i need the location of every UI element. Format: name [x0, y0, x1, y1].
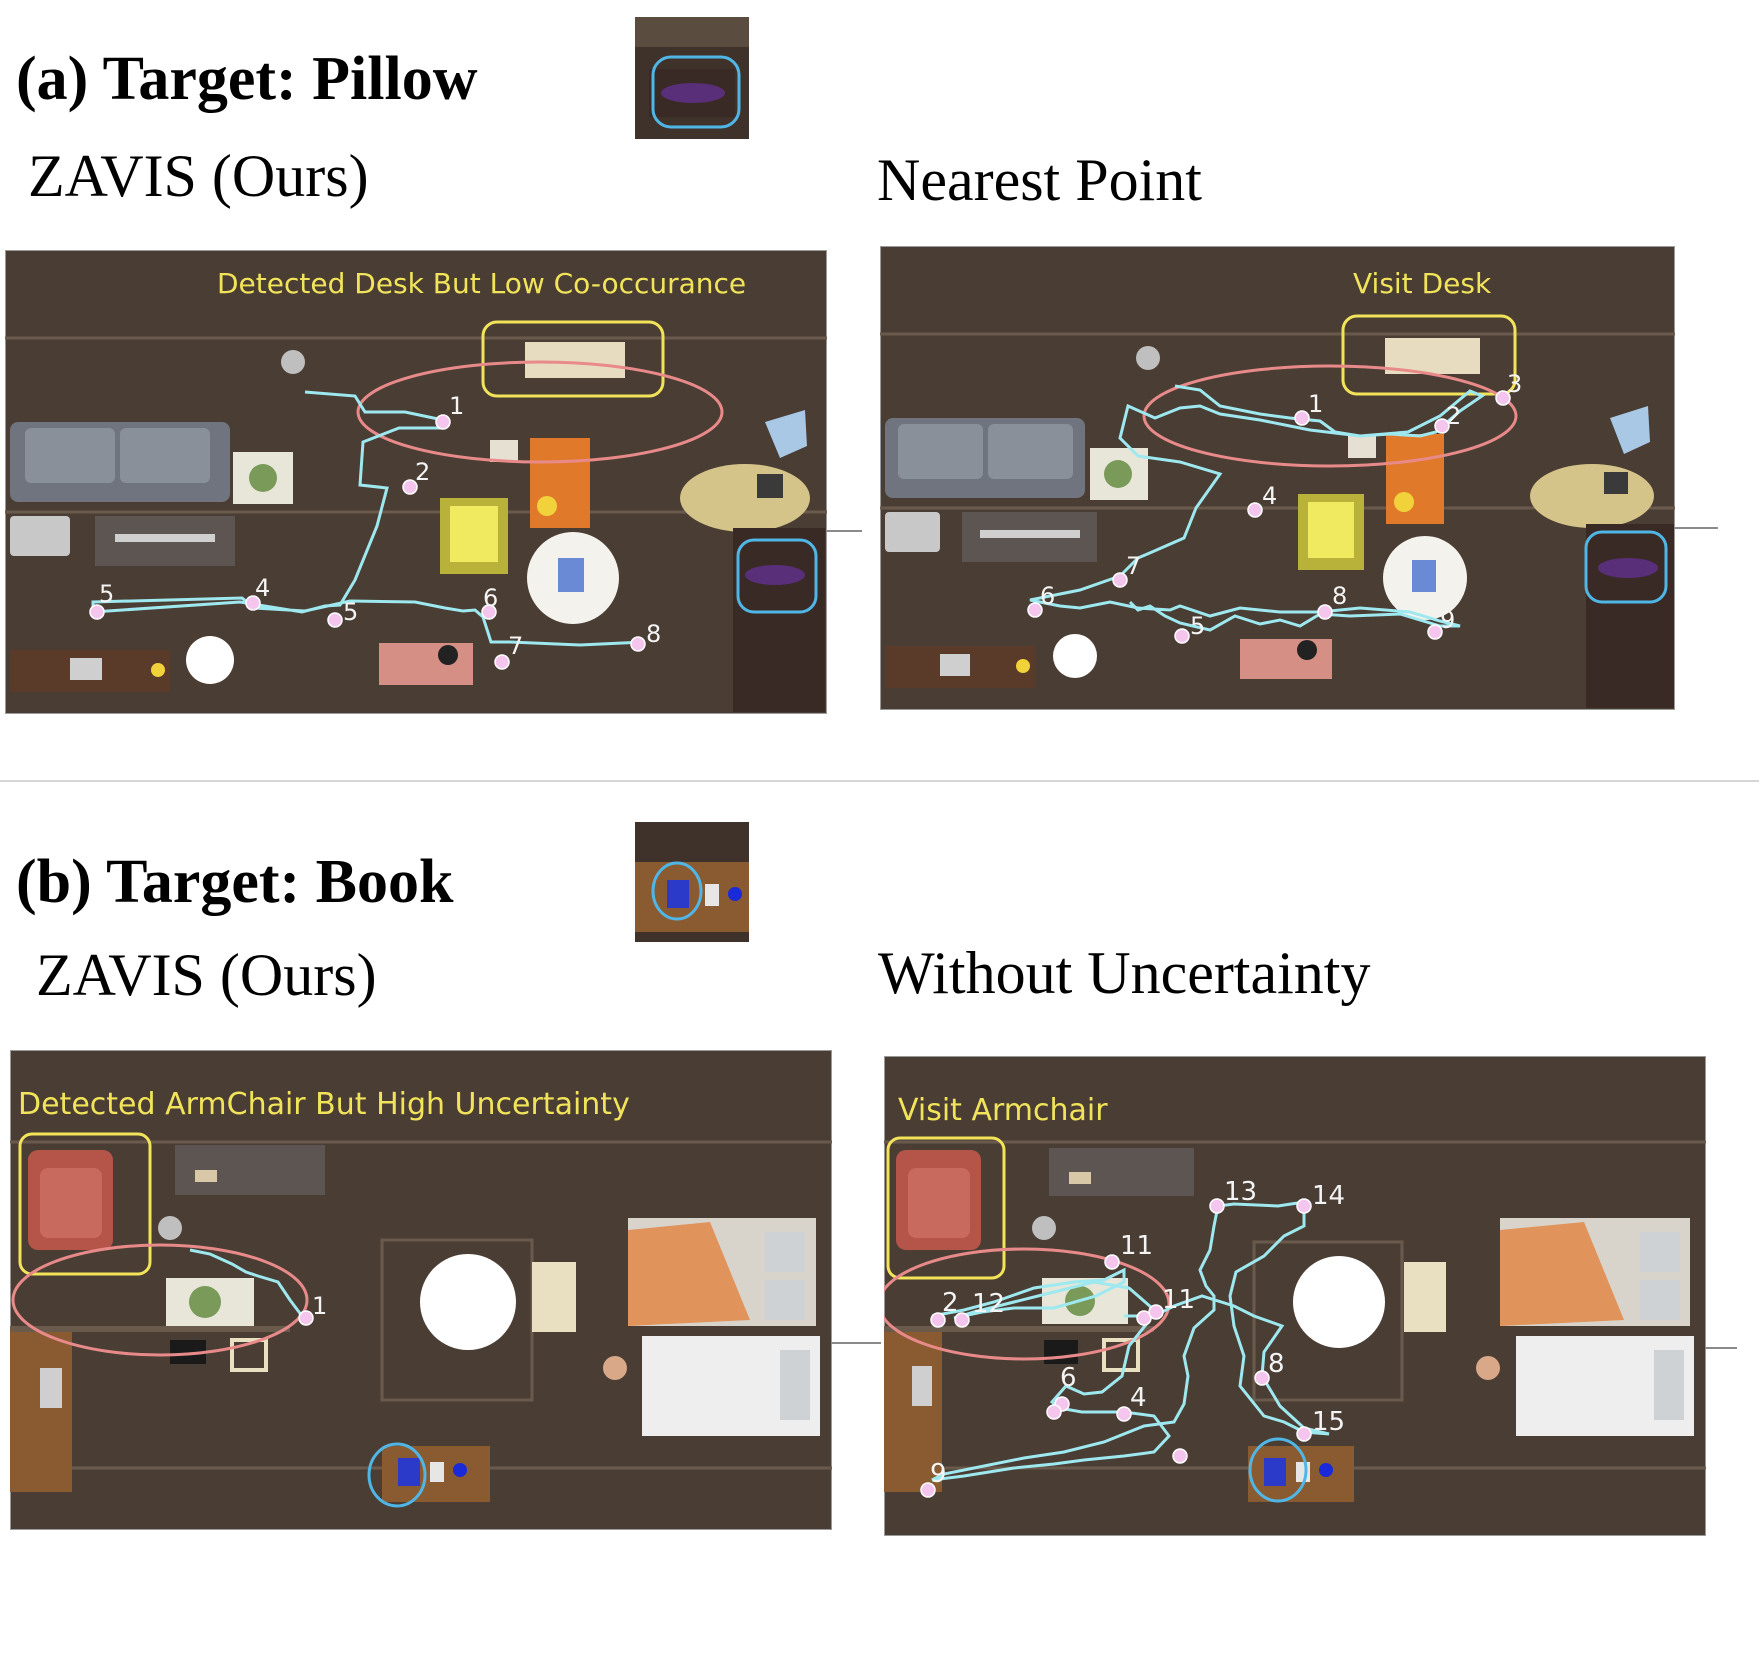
panel-connector-line	[1705, 1347, 1737, 1349]
waypoint-label: 7	[508, 632, 523, 660]
waypoint-label: 6	[483, 584, 498, 612]
waypoint-label: 5	[1190, 612, 1205, 640]
waypoint-label: 1	[312, 1292, 327, 1320]
waypoint-label: 6	[1060, 1363, 1077, 1393]
panel-connector-line	[1674, 527, 1718, 529]
waypoint-label: 7	[1126, 552, 1141, 580]
waypoint-label: 1	[1308, 390, 1323, 418]
waypoint-label: 5	[343, 598, 358, 626]
figure-b-left-method-label: ZAVIS (Ours)	[36, 942, 377, 1008]
waypoint-label: 8	[1332, 582, 1347, 610]
book-target-thumbnail	[635, 822, 749, 942]
figure-divider	[0, 780, 1759, 782]
waypoint-label: 11	[1120, 1231, 1153, 1261]
figure-b-right-trajectory-panel: 2 11 11 12 4 6 8 9 13 14 15 Visit Armcha…	[884, 1056, 1706, 1536]
figure-a-right-method-label: Nearest Point	[877, 147, 1202, 213]
panel-connector-line	[831, 1342, 881, 1344]
figure-a-left-trajectory-panel: 1 2 4 5 5 6 7 8 Detected Desk But Low Co…	[5, 250, 827, 714]
figure-b-title: (b) Target: Book	[16, 848, 454, 916]
panel-connector-line	[826, 530, 862, 532]
figure-b-left-trajectory-panel: 1 Detected ArmChair But High Uncertainty	[10, 1050, 832, 1530]
annotation-text: Detected ArmChair But High Uncertainty	[18, 1087, 630, 1122]
figure-a-left-method-label: ZAVIS (Ours)	[28, 143, 369, 209]
waypoint-label: 12	[972, 1289, 1005, 1319]
waypoint-label: 8	[1268, 1349, 1285, 1379]
waypoint-label: 9	[930, 1459, 947, 1489]
waypoint-label: 2	[942, 1288, 959, 1318]
waypoint-label: 4	[1262, 482, 1277, 510]
waypoint-label: 9	[1440, 606, 1455, 634]
figure-a-right-trajectory-panel: 1 2 3 4 5 6 7 8 9 Visit Desk	[880, 246, 1675, 710]
waypoint-label: 13	[1224, 1177, 1257, 1207]
waypoint-label: 15	[1312, 1407, 1345, 1437]
waypoint-label: 11	[1162, 1285, 1195, 1315]
waypoint-label: 3	[1507, 370, 1522, 398]
waypoint-label: 1	[449, 392, 464, 420]
figure-a-title: (a) Target: Pillow	[16, 45, 478, 113]
annotation-text: Detected Desk But Low Co-occurance	[217, 267, 746, 300]
figure-b-right-method-label: Without Uncertainty	[878, 940, 1371, 1006]
waypoint-label: 6	[1040, 582, 1055, 610]
waypoint-label: 5	[99, 580, 114, 608]
waypoint-label: 2	[415, 458, 430, 486]
annotation-text: Visit Desk	[1353, 267, 1492, 300]
pillow-target-thumbnail	[635, 17, 749, 139]
waypoint-label: 4	[1130, 1383, 1147, 1413]
waypoint-label: 14	[1312, 1181, 1345, 1211]
annotation-text: Visit Armchair	[898, 1093, 1108, 1128]
waypoint-label: 8	[646, 620, 661, 648]
waypoint-label: 4	[255, 574, 270, 602]
waypoint-label: 2	[1446, 402, 1461, 430]
